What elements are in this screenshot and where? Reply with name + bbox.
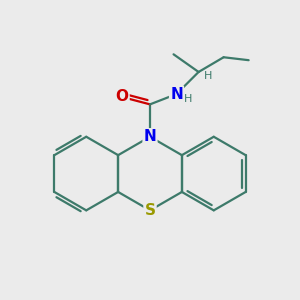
Text: S: S — [145, 203, 155, 218]
Text: N: N — [144, 129, 156, 144]
Text: N: N — [170, 87, 183, 102]
Text: O: O — [116, 89, 128, 104]
Text: H: H — [204, 71, 212, 81]
Text: H: H — [184, 94, 192, 104]
